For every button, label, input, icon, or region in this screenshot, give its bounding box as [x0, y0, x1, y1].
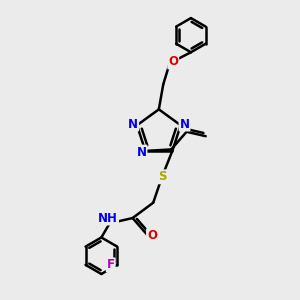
Text: O: O	[147, 229, 157, 242]
Text: S: S	[158, 170, 166, 183]
Text: N: N	[136, 146, 146, 159]
Text: O: O	[168, 56, 178, 68]
Text: N: N	[179, 118, 190, 130]
Text: NH: NH	[98, 212, 118, 224]
Text: N: N	[128, 118, 138, 130]
Text: F: F	[107, 258, 115, 272]
